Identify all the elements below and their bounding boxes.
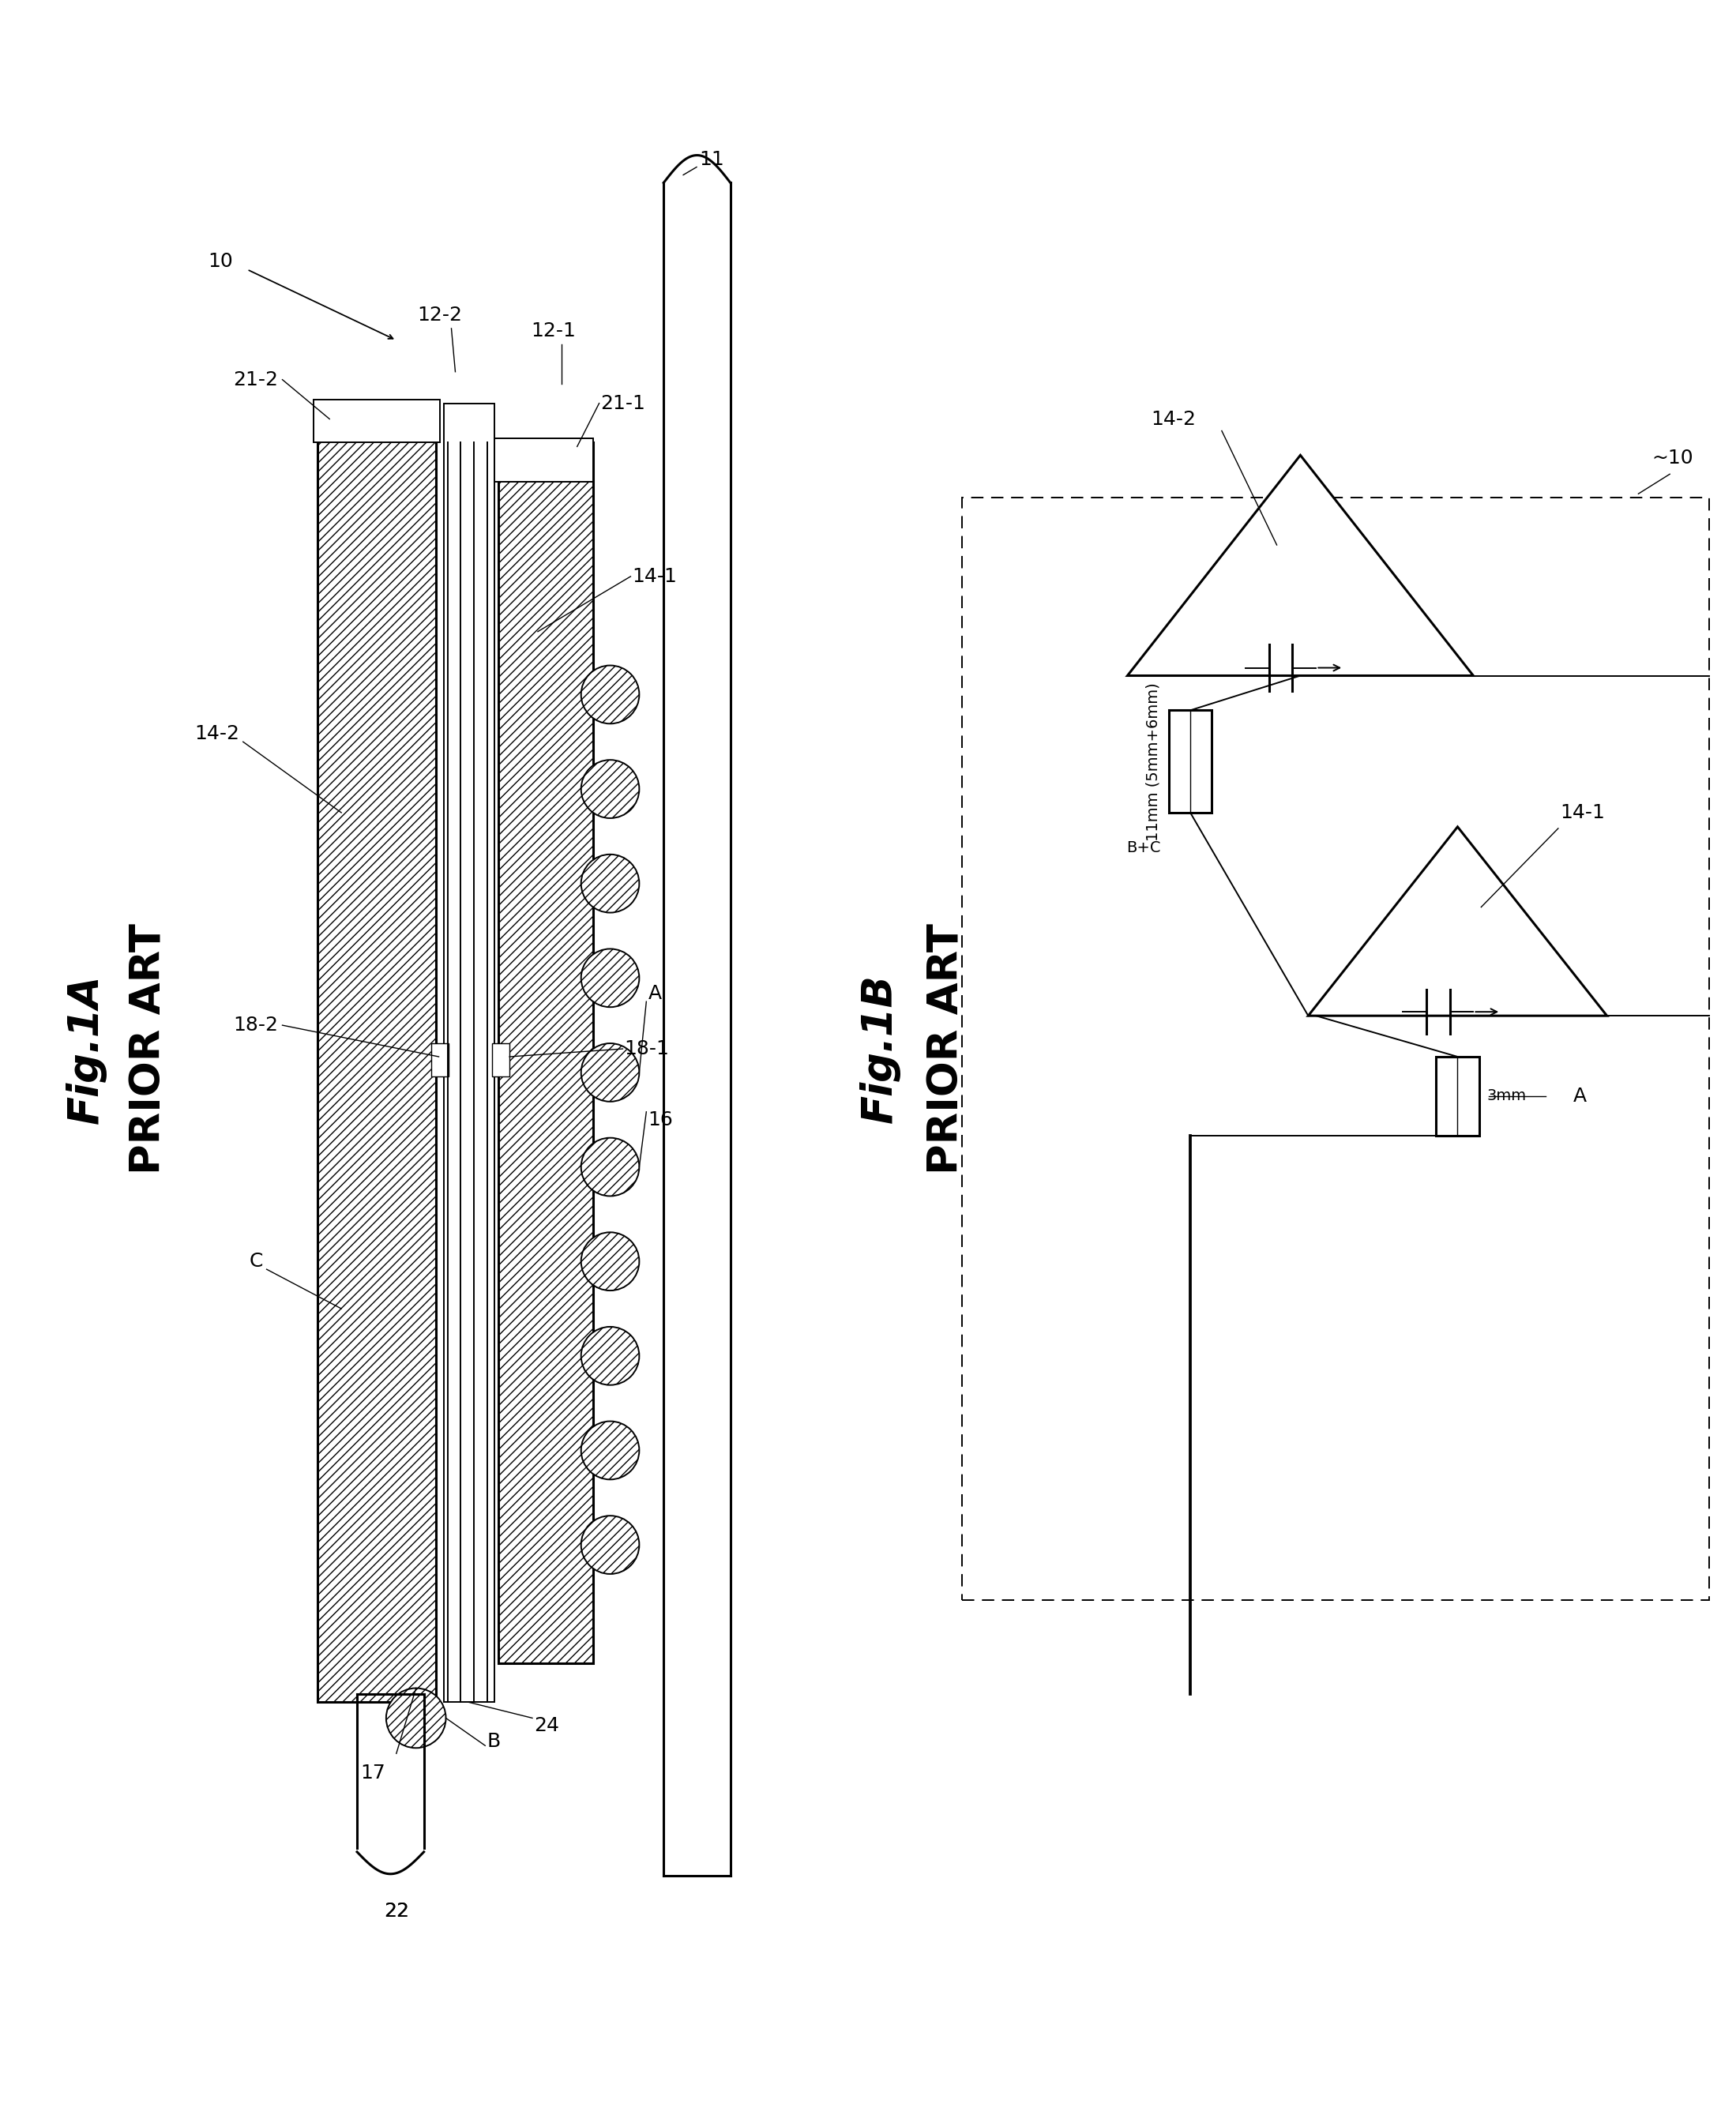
Text: 24: 24 [535,1717,559,1736]
Bar [495,438,594,482]
Text: 18-2: 18-2 [233,1015,278,1034]
Bar [1436,1058,1479,1136]
Text: 10: 10 [208,252,233,271]
Bar [498,442,594,1662]
Text: Fig.1A: Fig.1A [66,975,106,1123]
Text: 21-2: 21-2 [233,370,278,389]
Circle shape [582,1326,639,1385]
Circle shape [582,1421,639,1480]
Text: 17: 17 [359,1764,385,1783]
Text: 12-2: 12-2 [417,305,462,324]
Text: 22: 22 [384,1901,410,1920]
Text: 21-1: 21-1 [601,393,646,412]
Bar [493,1043,510,1077]
Text: 3mm: 3mm [1488,1089,1526,1104]
Circle shape [582,1516,639,1574]
Text: 22: 22 [384,1901,410,1920]
Text: 14-1: 14-1 [632,567,677,586]
Text: ~10: ~10 [1653,448,1693,467]
Text: A: A [1573,1087,1587,1106]
Bar [318,404,436,1703]
Text: B+C: B+C [1127,840,1161,854]
Circle shape [582,854,639,914]
Text: 14-1: 14-1 [1559,804,1604,823]
Text: PRIOR ART: PRIOR ART [128,924,168,1174]
Bar [443,404,495,1703]
Text: 14-2: 14-2 [194,725,240,742]
Text: 11mm (5mm+6mm): 11mm (5mm+6mm) [1146,683,1161,842]
Text: A: A [648,983,661,1003]
Polygon shape [1309,827,1608,1015]
Text: 12-1: 12-1 [531,321,576,341]
Polygon shape [1127,455,1474,675]
Circle shape [582,666,639,723]
Circle shape [582,1233,639,1290]
Text: 14-2: 14-2 [1151,410,1196,429]
Text: C: C [248,1252,262,1271]
Text: PRIOR ART: PRIOR ART [925,924,967,1174]
Circle shape [582,759,639,819]
Bar [1168,711,1212,812]
Circle shape [582,1138,639,1197]
Circle shape [582,950,639,1007]
Bar [431,1043,448,1077]
Text: 16: 16 [648,1110,674,1129]
Circle shape [582,1043,639,1102]
Bar [314,400,439,442]
Bar [962,497,1710,1599]
Text: 18-1: 18-1 [625,1038,670,1058]
Text: B: B [486,1732,500,1751]
Text: Fig.1B: Fig.1B [859,975,901,1123]
Circle shape [385,1688,446,1747]
Text: 11: 11 [700,150,724,169]
